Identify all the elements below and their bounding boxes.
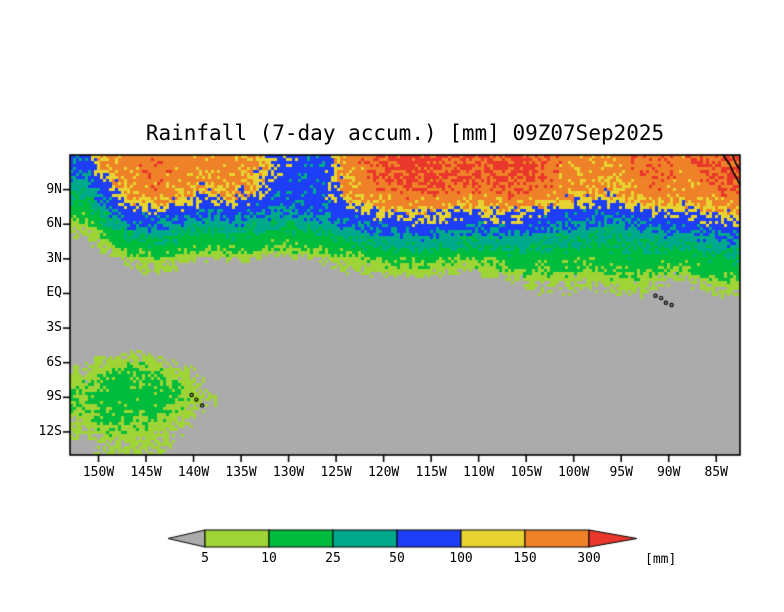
colorbar-canvas (0, 515, 784, 585)
rainfall-map-canvas (0, 0, 784, 500)
colorbar-unit-label: [mm] (645, 552, 677, 567)
